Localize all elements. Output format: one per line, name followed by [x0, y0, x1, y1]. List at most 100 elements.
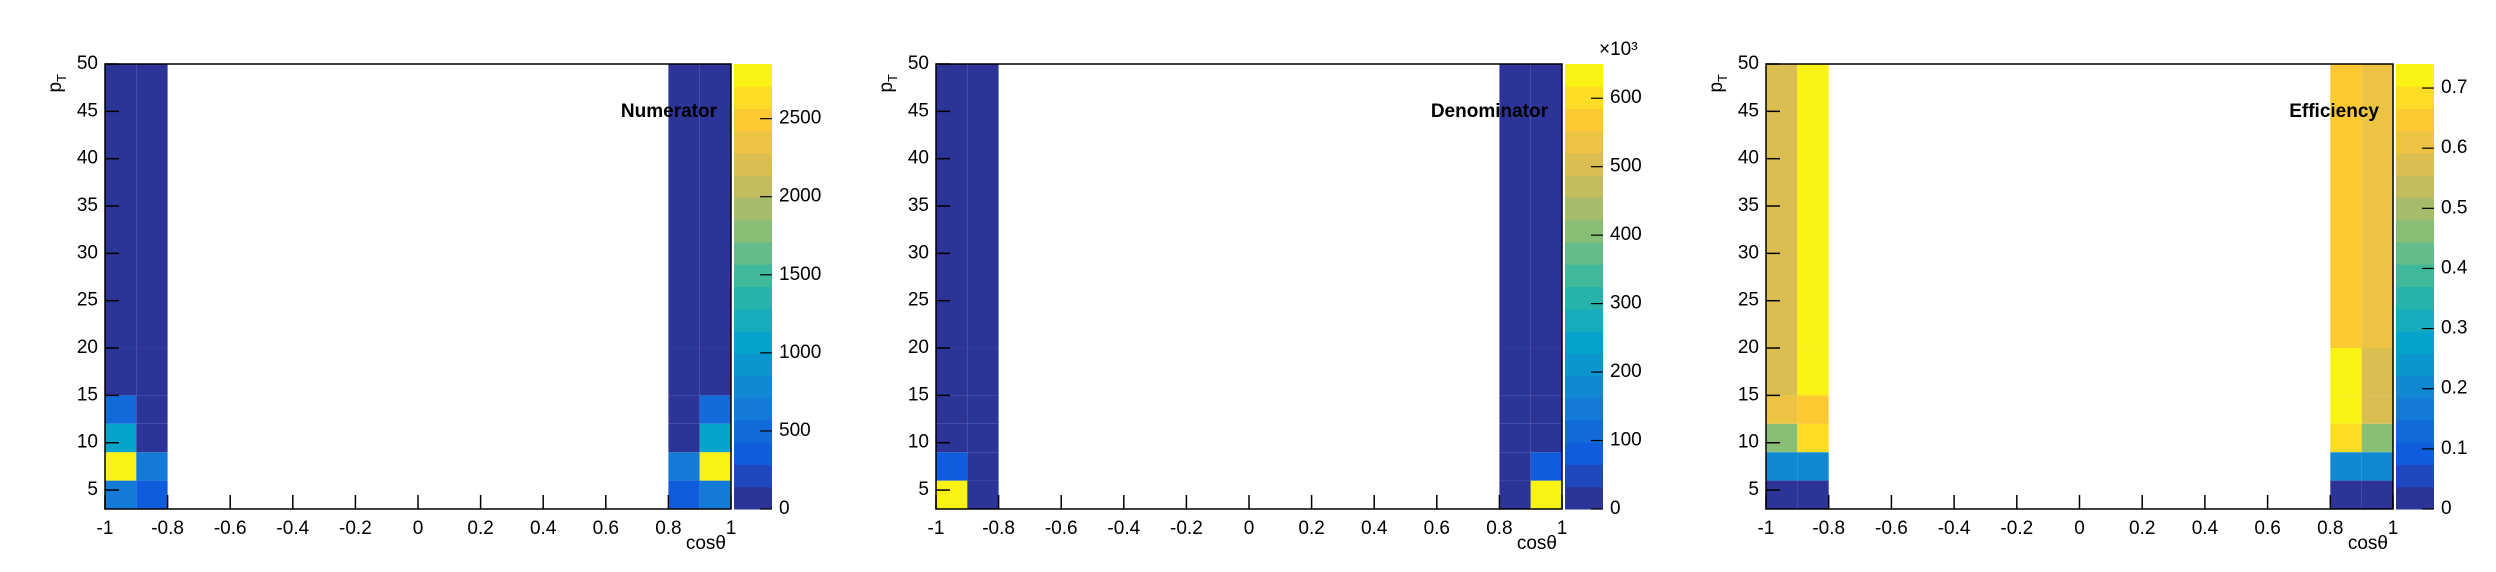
x-tick-label: -1 — [97, 518, 114, 539]
y-tick-label: 5 — [1748, 479, 1759, 500]
palette-band — [734, 308, 772, 332]
y-tick-label: 10 — [1738, 432, 1759, 453]
panel: -1 -0.8 -0.6 -0.4 -0.2 0 0.2 0.4 0.6 0.8 151015202… — [45, 53, 821, 554]
y-tick-label: 5 — [87, 479, 98, 500]
z-tick-label: 200 — [1610, 361, 1642, 382]
cell — [2330, 64, 2362, 349]
z-tick-label: 300 — [1610, 293, 1642, 314]
z-tick-label: 500 — [779, 420, 811, 441]
z-tick-label: 0 — [779, 498, 790, 519]
x-tick-label: 0 — [1244, 518, 1255, 539]
palette-band — [1565, 219, 1603, 243]
y-tick-label: 50 — [908, 53, 929, 74]
x-tick-label: -0.6 — [1045, 518, 1078, 539]
palette-band — [2396, 86, 2434, 109]
z-tick-label: 0.6 — [2441, 137, 2467, 158]
cell — [936, 423, 968, 453]
y-tick-label: 5 — [918, 479, 929, 500]
palette-band — [734, 219, 772, 243]
cell — [136, 348, 168, 396]
cell — [967, 395, 999, 424]
x-tick-label: 0.2 — [2129, 518, 2155, 539]
cell — [105, 423, 137, 453]
y-tick-label: 25 — [77, 290, 98, 311]
y-tick-label: 40 — [1738, 148, 1759, 169]
palette-band — [734, 264, 772, 287]
palette-band — [734, 86, 772, 109]
x-tick-label: -0.2 — [2000, 518, 2033, 539]
y-tick-label: 20 — [908, 337, 929, 358]
x-tick-label: 0.4 — [2192, 518, 2219, 539]
z-exponent: ×10³ — [1599, 39, 1638, 60]
x-tick-label: 0.6 — [1424, 518, 1450, 539]
cell — [2330, 348, 2362, 396]
y-label-base: p — [1706, 82, 1727, 93]
cell — [699, 452, 731, 481]
palette-band — [734, 375, 772, 399]
y-tick-label: 30 — [1738, 242, 1759, 263]
palette-band — [1565, 86, 1603, 109]
y-tick-label: 25 — [908, 290, 929, 311]
cell — [1766, 452, 1798, 481]
palette-band — [734, 197, 772, 221]
x-tick-label: -0.8 — [1812, 518, 1845, 539]
cell — [668, 348, 700, 396]
cell — [936, 480, 968, 509]
palette-band — [1565, 108, 1603, 132]
cell — [105, 480, 137, 509]
cell — [668, 480, 700, 509]
x-tick-label: 0.8 — [1486, 518, 1512, 539]
palette-band — [1565, 375, 1603, 399]
palette-band — [1565, 130, 1603, 154]
cell — [1530, 480, 1562, 509]
palette-band — [2396, 464, 2434, 488]
x-axis-label: cosθ — [2348, 533, 2388, 554]
z-tick-label: 0.5 — [2441, 197, 2467, 218]
x-tick-label: 0 — [2074, 518, 2085, 539]
y-tick-label: 15 — [1738, 384, 1759, 405]
palette-band — [2396, 108, 2434, 132]
cell — [1499, 423, 1531, 453]
cell — [1766, 480, 1798, 509]
cell — [668, 395, 700, 424]
palette-band — [2396, 420, 2434, 443]
palette-band — [2396, 442, 2434, 465]
x-tick-label: 1 — [726, 518, 737, 539]
x-tick-label: -0.2 — [339, 518, 372, 539]
cell — [967, 64, 999, 349]
palette-band — [2396, 353, 2434, 376]
palette-band — [734, 130, 772, 154]
palette-band — [2396, 264, 2434, 287]
x-tick-label: 1 — [1557, 518, 1568, 539]
z-tick-label: 600 — [1610, 87, 1642, 108]
cell — [2361, 395, 2393, 424]
cell — [2330, 423, 2362, 453]
palette-band — [734, 442, 772, 465]
x-tick-label: -1 — [1758, 518, 1775, 539]
x-tick-label: -0.8 — [982, 518, 1015, 539]
z-tick-label: 0.1 — [2441, 438, 2467, 459]
palette-band — [2396, 175, 2434, 198]
palette-band — [2396, 219, 2434, 243]
cell — [105, 395, 137, 424]
x-tick-label: 0.2 — [467, 518, 493, 539]
x-axis-label: cosθ — [686, 533, 726, 554]
y-axis-label: pT — [1706, 74, 1730, 93]
y-tick-label: 45 — [77, 100, 98, 121]
z-tick-label: 0.7 — [2441, 77, 2467, 98]
cell — [136, 64, 168, 349]
cell — [2361, 452, 2393, 481]
y-label-base: p — [876, 82, 897, 93]
cell — [1499, 64, 1531, 349]
palette-band — [1565, 420, 1603, 443]
palette-band — [734, 353, 772, 376]
palette-band — [734, 397, 772, 421]
y-label-sub: T — [885, 74, 900, 82]
cell — [936, 452, 968, 481]
cell — [1766, 395, 1798, 424]
cell — [2361, 480, 2393, 509]
cell — [668, 423, 700, 453]
annotation: Numerator — [621, 101, 718, 122]
palette-band — [2396, 153, 2434, 176]
cell — [1797, 480, 1829, 509]
